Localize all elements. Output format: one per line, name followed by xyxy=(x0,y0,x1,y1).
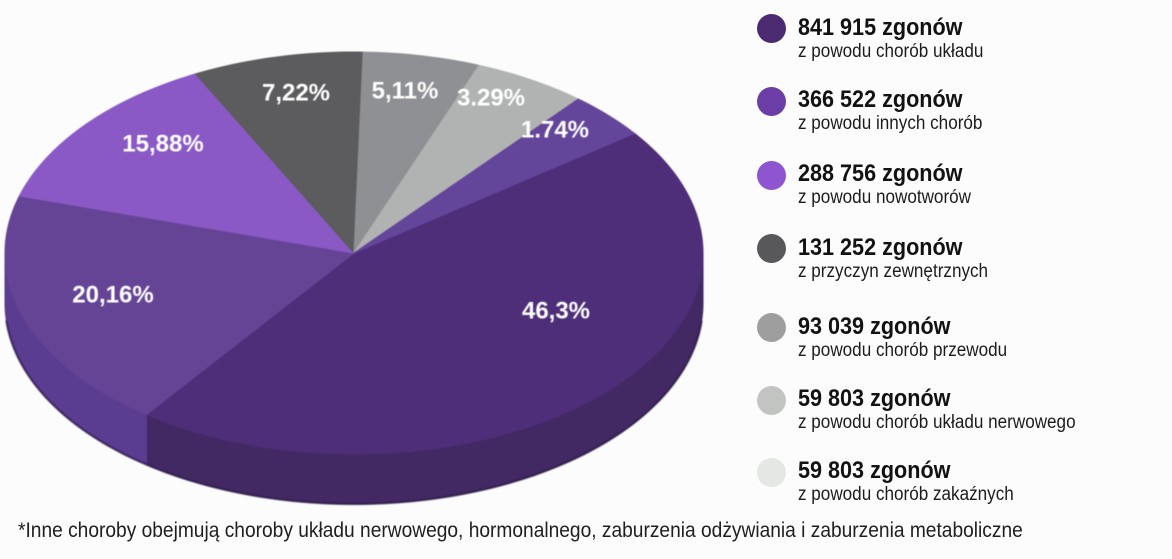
legend-desc: z powodu innych chorób xyxy=(798,113,983,134)
legend-value: 131 252 zgonów xyxy=(798,233,963,261)
pie-percent-label: 3.29% xyxy=(457,85,525,112)
legend-desc: z przyczyn zewnętrznych xyxy=(798,260,989,282)
legend-texts: 59 803 zgonów z powodu chorób zakaźnych xyxy=(798,457,1038,506)
legend-swatch xyxy=(757,160,786,190)
pie-bottom-rim xyxy=(5,320,703,506)
pie-slice xyxy=(18,73,355,254)
pie-percent-label: 1.74% xyxy=(521,117,589,144)
pie-slice xyxy=(4,195,355,416)
legend-value: 59 803 zgonów xyxy=(798,457,951,484)
legend-texts: 288 756 zgonów z powodu nowotworów xyxy=(798,160,990,209)
legend-swatch xyxy=(757,234,786,263)
pie-percent-label: 46,3% xyxy=(522,298,590,325)
legend-swatch xyxy=(757,14,786,43)
pie-percent-label: 5,11% xyxy=(372,78,439,105)
legend-desc: z powodu chorób układu nerwowego xyxy=(798,412,1076,433)
legend-value: 59 803 zgonów xyxy=(798,385,951,412)
pie-slice xyxy=(195,51,364,254)
legend-desc: z powodu nowotworów xyxy=(798,187,971,208)
legend-value: 366 522 zgonów xyxy=(798,86,963,113)
pie-slice xyxy=(353,51,480,254)
pie-slice xyxy=(145,132,704,455)
footnote: *Inne choroby obejmują choroby układu ne… xyxy=(18,518,1023,542)
legend-swatch xyxy=(757,457,786,487)
legend-desc: z powodu chorób układu xyxy=(798,40,984,62)
legend-texts: 59 803 zgonów z powodu chorób układu nerw… xyxy=(798,385,1106,434)
legend-desc: z powodu chorób przewodu xyxy=(798,339,1008,361)
legend-texts: 841 915 zgonów z powodu chorób układu xyxy=(798,14,1004,63)
pie-percent-label: 15,88% xyxy=(122,131,203,158)
legend-swatch xyxy=(757,86,786,116)
legend-value: 288 756 zgonów xyxy=(798,160,963,187)
pie-slice xyxy=(353,64,579,254)
pie-slice xyxy=(353,98,636,254)
legend-swatch xyxy=(757,313,786,342)
legend-texts: 131 252 zgonów z przyczyn zewnętrznych xyxy=(798,234,1009,283)
pie-percent-label: 20,16% xyxy=(72,282,153,309)
legend-value: 93 039 zgonów xyxy=(798,312,951,340)
legend-texts: 366 522 zgonów z powodu innych chorób xyxy=(798,86,1003,135)
pie-percent-label: 7,22% xyxy=(262,80,330,107)
legend-swatch xyxy=(757,385,786,415)
legend: 841 915 zgonów z powodu chorób układu 366 … xyxy=(757,14,1106,506)
legend-texts: 93 039 zgonów z powodu chorób przewodu xyxy=(798,313,1030,362)
pie-chart: 46,3% 20,16% 15,88% 7,22% 5,11% 3.29% 1.74% xyxy=(4,51,704,506)
legend-value: 841 915 zgonów xyxy=(798,13,963,41)
legend-desc: z powodu chorób zakaźnych xyxy=(798,484,1014,505)
